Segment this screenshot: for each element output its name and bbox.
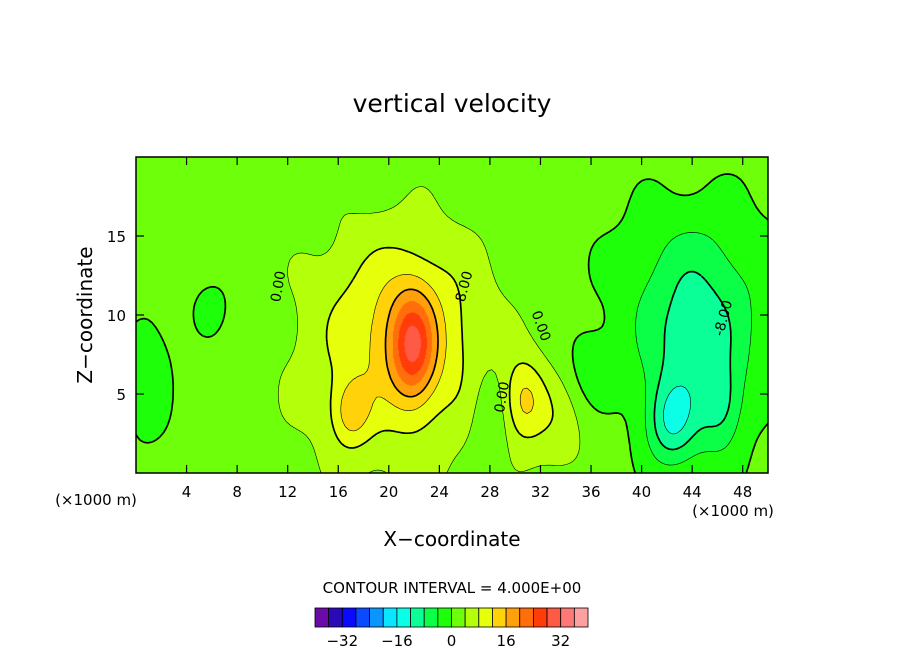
colorbar-tick-label: 32 [551, 632, 570, 650]
contour-level-0 [136, 173, 768, 473]
colorbar-swatch [546, 607, 562, 628]
colorbar-swatch [464, 607, 480, 628]
colorbar-swatch [519, 607, 534, 628]
x-tick-label: 28 [480, 483, 499, 501]
colorbar-swatch [560, 607, 575, 628]
x-tick-label: 32 [531, 483, 550, 501]
contour-level-4 [277, 186, 581, 473]
x-tick-label: 4 [182, 483, 192, 501]
x-tick-label: 24 [430, 483, 449, 501]
x-tick-label: 16 [329, 483, 348, 501]
colorbar-swatch [573, 607, 589, 628]
chart-title: vertical velocity [353, 89, 552, 118]
colorbar-swatch [451, 607, 466, 628]
contour-level-neg12 [663, 385, 691, 435]
colorbar-swatch [533, 607, 548, 628]
plot-area: 0.00 8.000.000.00-8.00 [135, 156, 769, 474]
x-tick-label: 40 [632, 483, 651, 501]
colorbar-swatch [492, 607, 507, 628]
x-tick-label: 12 [278, 483, 297, 501]
colorbar: −32 −16 0 16 32 [314, 607, 589, 650]
colorbar-swatch [505, 607, 521, 628]
colorbar-swatch [423, 607, 439, 628]
colorbar-swatch [410, 607, 425, 628]
contour-level-16 [384, 288, 439, 398]
colorbar-swatch [328, 607, 343, 628]
contour-interval-text: CONTOUR INTERVAL = 4.000E+00 [323, 579, 582, 597]
colorbar-swatch [478, 607, 493, 628]
x-axis: 4 8 12 16 20 24 28 32 36 40 44 48 [182, 157, 752, 501]
contour-label: 0.00 [268, 270, 289, 303]
x-unit-right: (×1000 m) [692, 502, 774, 520]
colorbar-tick-label: −32 [326, 632, 358, 650]
colorbar-swatch [355, 607, 371, 628]
y-tick-label: 15 [107, 228, 126, 246]
y-axis-label: Z−coordinate [73, 246, 97, 383]
x-axis-label: X−coordinate [383, 527, 520, 551]
colorbar-swatch [437, 607, 452, 628]
x-tick-label: 36 [581, 483, 600, 501]
contour-level-neg4 [635, 232, 752, 466]
x-unit-left: (×1000 m) [55, 491, 137, 509]
x-tick-label: 48 [733, 483, 752, 501]
colorbar-swatch [369, 607, 384, 628]
contour-lines [136, 173, 768, 473]
contour-level-neg8 [653, 270, 732, 451]
field-image [136, 157, 768, 473]
colorbar-tick-label: 0 [447, 632, 457, 650]
y-tick-label: 10 [107, 307, 126, 325]
x-tick-label: 20 [379, 483, 398, 501]
contour-label: 8.00 [453, 269, 477, 303]
colorbar-swatch [382, 607, 398, 628]
colorbar-swatch [314, 607, 330, 628]
y-tick-label: 5 [116, 386, 126, 404]
contour-level-8 [325, 246, 554, 449]
contour-label: 0.00 [492, 380, 513, 413]
x-tick-label: 8 [232, 483, 242, 501]
colorbar-swatch [396, 607, 411, 628]
contour-level-12 [340, 274, 534, 432]
colorbar-swatch [341, 607, 357, 628]
colorbar-tick-label: 16 [497, 632, 516, 650]
y-axis: 5 10 15 [107, 228, 768, 404]
x-tick-label: 44 [683, 483, 702, 501]
colorbar-tick-label: −16 [381, 632, 413, 650]
